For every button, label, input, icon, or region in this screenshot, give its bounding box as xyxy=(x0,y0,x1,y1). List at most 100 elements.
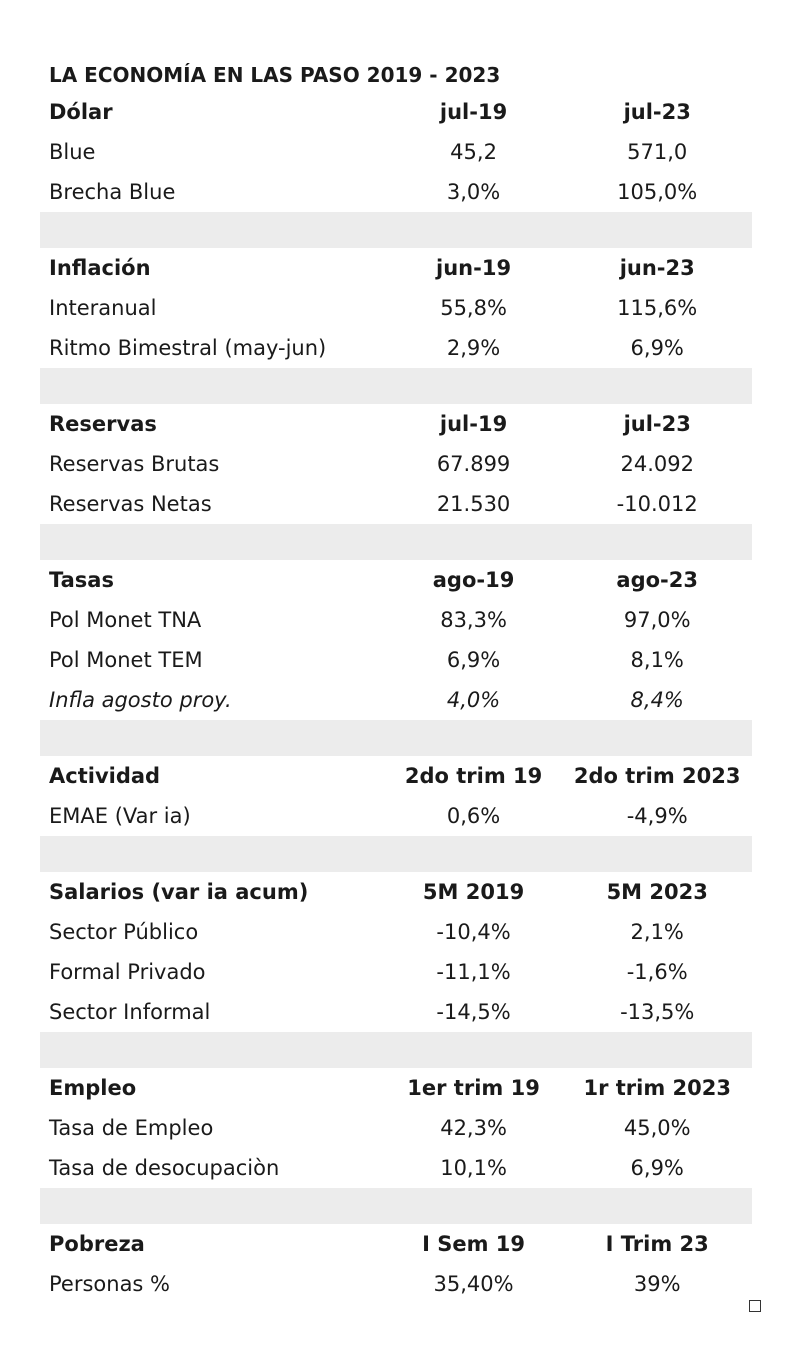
value-2023: -13,5% xyxy=(620,1000,695,1024)
value-2019: 35,40% xyxy=(433,1272,514,1296)
row-label: Formal Privado xyxy=(49,960,206,984)
value-2023: 8,4% xyxy=(630,688,684,712)
row-label: Personas % xyxy=(49,1272,171,1296)
period-2019: ago-19 xyxy=(432,568,515,592)
value-2023: 6,9% xyxy=(630,336,684,360)
period-2019: 1er trim 19 xyxy=(407,1076,540,1100)
section-divider xyxy=(40,368,752,404)
section-header-tasas: Tasas ago-19 ago-23 xyxy=(40,560,752,600)
section-header-dolar: Dólar jul-19 jul-23 xyxy=(40,92,752,132)
period-2023: 1r trim 2023 xyxy=(583,1076,731,1100)
period-2023: 2do trim 2023 xyxy=(573,764,741,788)
table-row: Sector Público -10,4% 2,1% xyxy=(40,912,752,952)
row-label: Blue xyxy=(49,140,96,164)
table-row: Sector Informal -14,5% -13,5% xyxy=(40,992,752,1032)
table-row: Interanual 55,8% 115,6% xyxy=(40,288,752,328)
section-header-empleo: Empleo 1er trim 19 1r trim 2023 xyxy=(40,1068,752,1108)
row-label: Interanual xyxy=(49,296,157,320)
resize-handle-icon[interactable] xyxy=(749,1300,761,1312)
value-2019: 42,3% xyxy=(440,1116,507,1140)
value-2023: -10.012 xyxy=(616,492,698,516)
value-2023: 115,6% xyxy=(617,296,698,320)
table-row: Tasa de Empleo 42,3% 45,0% xyxy=(40,1108,752,1148)
table-row: Personas % 35,40% 39% xyxy=(40,1264,752,1304)
table-row: Infla agosto proy. 4,0% 8,4% xyxy=(40,680,752,720)
row-label: Reservas Netas xyxy=(49,492,212,516)
period-2023: 5M 2023 xyxy=(606,880,708,904)
table-row: Tasa de desocupaciòn 10,1% 6,9% xyxy=(40,1148,752,1188)
section-divider xyxy=(40,836,752,872)
value-2019: -10,4% xyxy=(436,920,511,944)
period-2023: jul-23 xyxy=(623,412,691,436)
section-header-inflacion: Inflación jun-19 jun-23 xyxy=(40,248,752,288)
value-2019: 0,6% xyxy=(446,804,501,828)
section-header-salarios: Salarios (var ia acum) 5M 2019 5M 2023 xyxy=(40,872,752,912)
value-2019: -11,1% xyxy=(436,960,511,984)
table-row: Pol Monet TEM 6,9% 8,1% xyxy=(40,640,752,680)
table-row: Reservas Brutas 67.899 24.092 xyxy=(40,444,752,484)
value-2023: 105,0% xyxy=(617,180,698,204)
section-header-pobreza: Pobreza I Sem 19 I Trim 23 xyxy=(40,1224,752,1264)
section-header-reservas: Reservas jul-19 jul-23 xyxy=(40,404,752,444)
period-2023: jun-23 xyxy=(619,256,695,280)
period-2023: jul-23 xyxy=(623,100,691,124)
table-row: Blue 45,2 571,0 xyxy=(40,132,752,172)
period-2019: 2do trim 19 xyxy=(404,764,543,788)
value-2019: 4,0% xyxy=(446,688,501,712)
row-label: Reservas Brutas xyxy=(49,452,220,476)
section-label: Reservas xyxy=(49,412,157,436)
value-2019: 67.899 xyxy=(436,452,511,476)
section-header-actividad: Actividad 2do trim 19 2do trim 2023 xyxy=(40,756,752,796)
value-2019: 45,2 xyxy=(450,140,497,164)
section-label: Actividad xyxy=(49,764,161,788)
section-divider xyxy=(40,212,752,248)
period-2019: jun-19 xyxy=(436,256,512,280)
row-label: Tasa de desocupaciòn xyxy=(49,1156,280,1180)
value-2019: 21.530 xyxy=(436,492,511,516)
section-divider xyxy=(40,720,752,756)
period-2019: 5M 2019 xyxy=(422,880,525,904)
row-label: Tasa de Empleo xyxy=(49,1116,214,1140)
section-divider xyxy=(40,524,752,560)
value-2023: 571,0 xyxy=(627,140,688,164)
table-row: Ritmo Bimestral (may-jun) 2,9% 6,9% xyxy=(40,328,752,368)
period-2019: I Sem 19 xyxy=(422,1232,526,1256)
value-2023: -1,6% xyxy=(626,960,688,984)
row-label: Sector Público xyxy=(49,920,199,944)
section-label: Empleo xyxy=(49,1076,137,1100)
value-2019: -14,5% xyxy=(436,1000,511,1024)
table-row: Reservas Netas 21.530 -10.012 xyxy=(40,484,752,524)
value-2023: 97,0% xyxy=(623,608,691,632)
value-2023: -4,9% xyxy=(626,804,688,828)
section-label: Dólar xyxy=(49,100,113,124)
row-label: Infla agosto proy. xyxy=(49,688,232,712)
row-label: Sector Informal xyxy=(49,1000,211,1024)
value-2019: 3,0% xyxy=(446,180,501,204)
table-row: Brecha Blue 3,0% 105,0% xyxy=(40,172,752,212)
section-label: Pobreza xyxy=(49,1232,145,1256)
section-label: Tasas xyxy=(49,568,114,592)
section-label: Salarios (var ia acum) xyxy=(49,880,309,904)
row-label: EMAE (Var ia) xyxy=(49,804,191,828)
row-label: Ritmo Bimestral (may-jun) xyxy=(49,336,327,360)
section-divider xyxy=(40,1188,752,1224)
row-label: Pol Monet TEM xyxy=(49,648,203,672)
value-2019: 10,1% xyxy=(440,1156,507,1180)
economy-table: LA ECONOMÍA EN LAS PASO 2019 - 2023 Dóla… xyxy=(40,58,752,1304)
value-2023: 39% xyxy=(633,1272,681,1296)
value-2019: 83,3% xyxy=(440,608,507,632)
value-2019: 55,8% xyxy=(440,296,507,320)
value-2019: 2,9% xyxy=(446,336,501,360)
period-2023: I Trim 23 xyxy=(605,1232,709,1256)
value-2023: 6,9% xyxy=(630,1156,684,1180)
table-row: Formal Privado -11,1% -1,6% xyxy=(40,952,752,992)
section-label: Inflación xyxy=(49,256,151,280)
table-row: Pol Monet TNA 83,3% 97,0% xyxy=(40,600,752,640)
table-row: EMAE (Var ia) 0,6% -4,9% xyxy=(40,796,752,836)
period-2019: jul-19 xyxy=(439,412,508,436)
value-2023: 45,0% xyxy=(623,1116,691,1140)
row-label: Pol Monet TNA xyxy=(49,608,202,632)
row-label: Brecha Blue xyxy=(49,180,176,204)
value-2023: 8,1% xyxy=(630,648,684,672)
value-2023: 24.092 xyxy=(620,452,694,476)
